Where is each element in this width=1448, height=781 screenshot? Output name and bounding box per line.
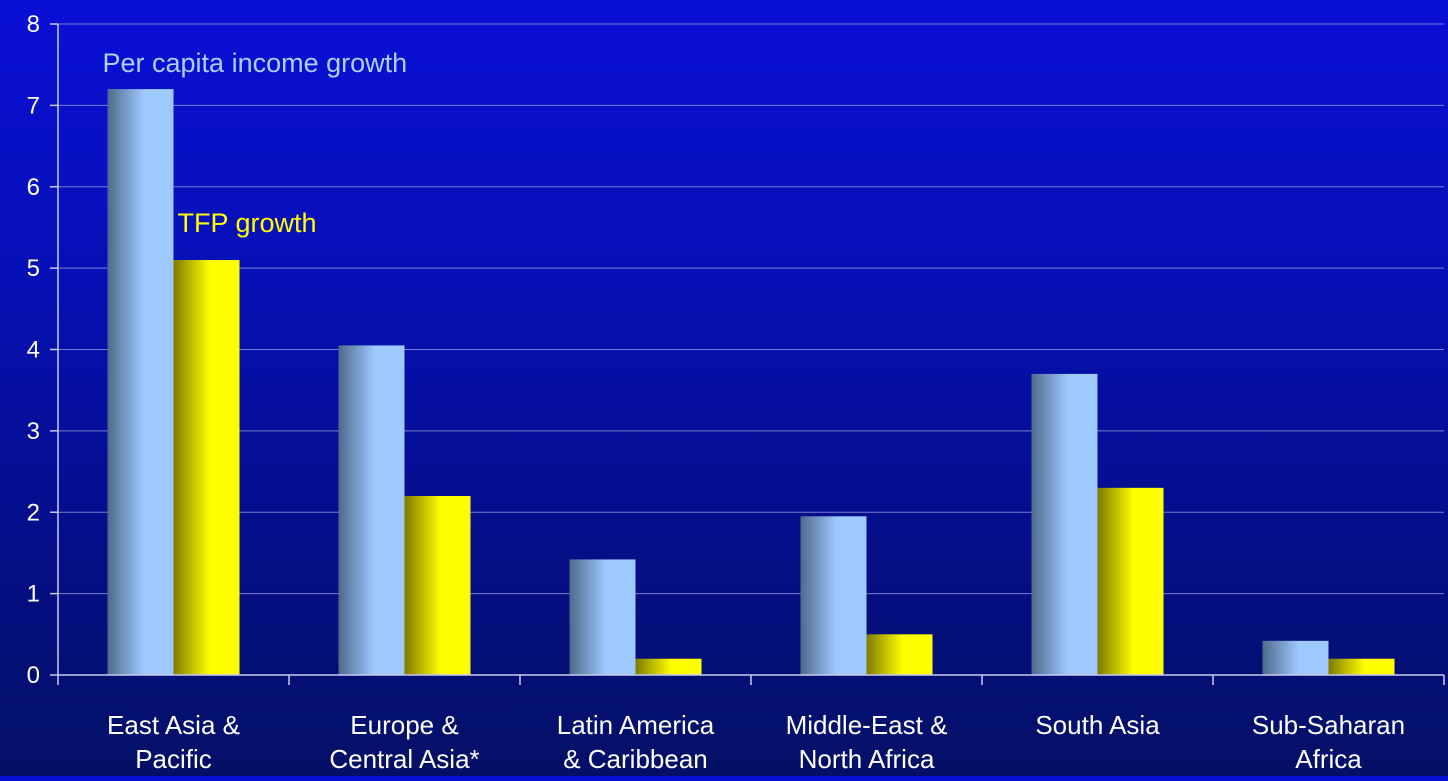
x-category-label-3: Middle-East & North Africa — [786, 710, 948, 774]
series-label-tfp: TFP growth — [178, 208, 317, 238]
x-category-label-4: South Asia — [1035, 710, 1160, 740]
bar-tfp-1 — [404, 495, 471, 675]
x-category-label-5: Sub-Saharan Africa — [1252, 710, 1405, 774]
x-category-label-2: Latin America & Caribbean — [557, 710, 715, 774]
y-tick-label-6: 6 — [27, 174, 40, 201]
y-axis-tick-labels: 0 1 2 3 4 5 6 7 8 — [27, 11, 40, 689]
bars — [107, 89, 1395, 676]
x-category-label-1: Europe & Central Asia* — [329, 710, 479, 774]
y-tick-label-3: 3 — [27, 418, 40, 445]
x-axis-category-labels: East Asia & Pacific Europe & Central Asia* L… — [107, 710, 1405, 774]
bar-income-4 — [1031, 373, 1098, 675]
x-category-label-0: East Asia & Pacific — [107, 710, 240, 774]
bar-income-1 — [338, 345, 405, 675]
bar-tfp-2 — [635, 658, 702, 675]
y-tick-label-0: 0 — [27, 662, 40, 689]
bar-tfp-4 — [1097, 487, 1164, 675]
bar-income-3 — [800, 516, 867, 675]
y-tick-label-8: 8 — [27, 11, 40, 38]
series-labels: Per capita income growth TFP growth — [103, 48, 408, 238]
bar-income-0 — [107, 89, 174, 676]
bar-tfp-3 — [866, 634, 933, 675]
y-tick-label-7: 7 — [27, 92, 40, 119]
y-tick-label-1: 1 — [27, 581, 40, 608]
gridlines — [50, 23, 1444, 676]
bar-tfp-5 — [1328, 658, 1395, 675]
bar-income-5 — [1262, 640, 1329, 675]
y-tick-label-5: 5 — [27, 255, 40, 282]
axes — [57, 24, 1445, 685]
y-tick-label-2: 2 — [27, 499, 40, 526]
bar-tfp-0 — [173, 259, 240, 675]
series-label-income: Per capita income growth — [103, 48, 408, 78]
bar-income-2 — [569, 559, 636, 675]
y-tick-label-4: 4 — [27, 337, 40, 364]
